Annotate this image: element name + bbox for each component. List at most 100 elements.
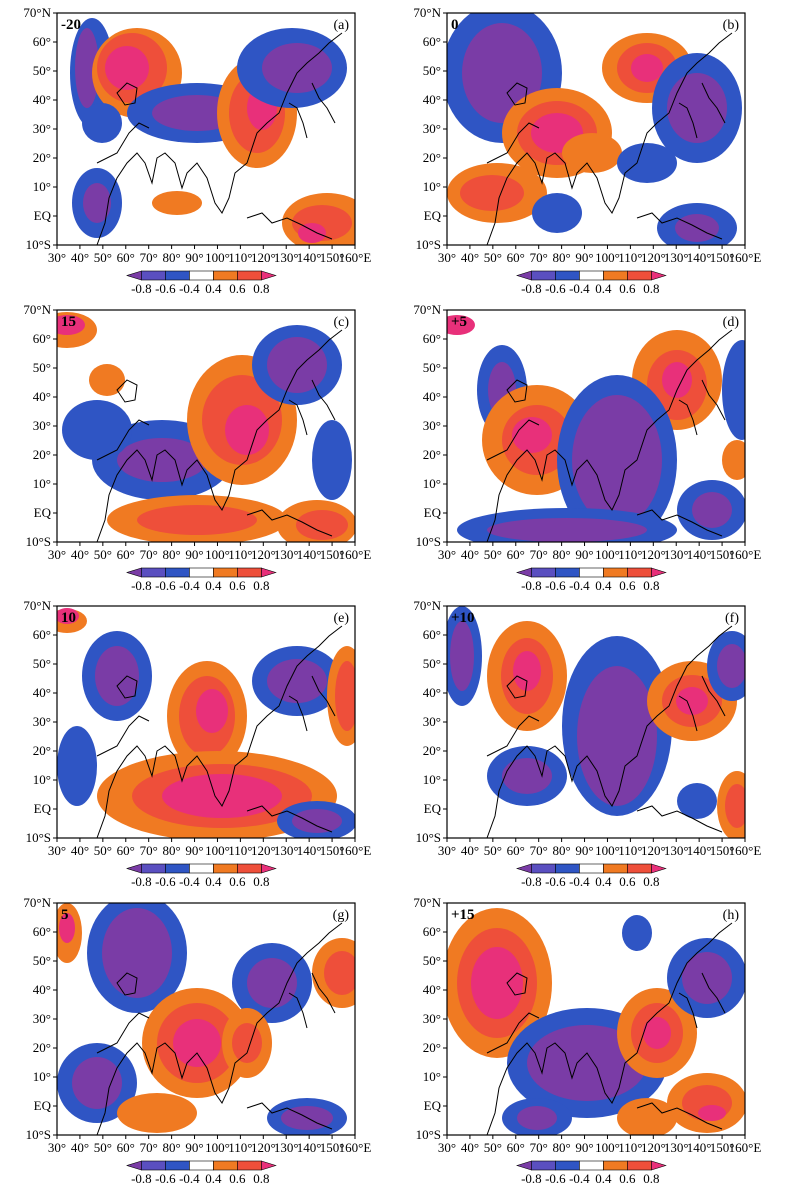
lon-tick-label: 90° (575, 250, 593, 265)
lat-tick-label: 10° (33, 1069, 51, 1084)
lat-tick-label: 10° (423, 1069, 441, 1084)
shaded-region (677, 783, 717, 819)
colorbar-swatch (579, 270, 604, 281)
lat-tick-label: 10°S (26, 1127, 51, 1142)
shaded-region (232, 1023, 262, 1063)
colorbar-label: 0.8 (643, 281, 659, 296)
lon-tick-label: 70° (530, 1140, 548, 1155)
shaded-region (577, 666, 657, 806)
lat-tick-label: 40° (423, 92, 441, 107)
lon-tick-label: 70° (140, 843, 158, 858)
shaded-region (631, 54, 663, 82)
shaded-region (247, 958, 297, 1008)
colorbar-swatch (165, 1160, 190, 1171)
colorbar-label: 0.8 (253, 281, 269, 296)
coastline (96, 625, 343, 838)
lon-tick-label: 140° (687, 1140, 712, 1155)
lon-tick-label: 130° (664, 1140, 689, 1155)
shaded-region (117, 438, 207, 482)
lat-tick-label: 50° (423, 656, 441, 671)
shaded-region (72, 1057, 122, 1109)
lon-tick-label: 120° (251, 843, 276, 858)
shaded-region (682, 952, 732, 1004)
lon-tick-label: 90° (575, 547, 593, 562)
map-svg: 30° 40° 50° 60° 70° 80° 90° 100°110°120°130°140… (413, 598, 761, 889)
lat-tick-label: 20° (423, 150, 441, 165)
lon-tick-label: 90° (185, 547, 203, 562)
lon-tick-label: 150° (710, 547, 735, 562)
colorbar-label: 0.6 (619, 874, 636, 889)
map-panel-h: 30° 40° 50° 60° 70° 80° 90° 100° 110° 120° 130° 140… (405, 895, 761, 1186)
lon-tick-label: 120° (641, 547, 666, 562)
colorbar-swatch (189, 567, 214, 578)
lon-tick-label: 160°E (339, 1140, 372, 1155)
lon-tick-label: 40° (461, 250, 479, 265)
map-panel-a: 30° 40° 50° 60° 70° 80° 90° 100° 110° 120° 130° 140… (15, 5, 371, 296)
lat-tick-label: 10° (33, 772, 51, 787)
lat-tick-label: 40° (423, 389, 441, 404)
colorbar-label: 0.6 (229, 578, 246, 593)
shaded-region (725, 784, 745, 828)
lon-tick-label: 70° (530, 547, 548, 562)
colorbar-swatch (141, 1160, 166, 1171)
lag-label: +10 (451, 610, 475, 626)
shaded-region (59, 913, 75, 943)
lag-label: 10 (61, 610, 76, 626)
colorbar-label: -0.6 (545, 1171, 566, 1186)
lon-tick-label: 100° (595, 547, 620, 562)
lon-tick-label: 30° (48, 843, 66, 858)
lat-tick-label: 40° (33, 982, 51, 997)
colorbar-label: 0.4 (595, 1171, 612, 1186)
lon-tick-label: 160°E (339, 547, 372, 562)
map-panel-b: 30° 40° 50° 60° 70° 80° 90° 100° 110° 120° 130° 140… (405, 5, 761, 296)
colorbar-label: 0.6 (229, 1171, 246, 1186)
shaded-region (57, 608, 79, 624)
lon-tick-label: 150° (320, 1140, 345, 1155)
colorbar-swatch (531, 567, 556, 578)
lon-tick-label: 30° (438, 250, 456, 265)
colorbar: -0.8 -0.6 -0.4 0.4 0.6 0.8 (125, 567, 277, 593)
lat-tick-label: 50° (423, 360, 441, 375)
colorbar-label: 0.4 (595, 874, 612, 889)
lat-tick-label: 60° (33, 331, 51, 346)
lon-tick-label: 160°E (339, 250, 372, 265)
map-svg: 30° 40° 50° 60° 70° 80° 90° 100°110°120°130°140… (23, 302, 371, 593)
colorbar-swatch (189, 1160, 214, 1171)
lat-tick-label: 50° (33, 360, 51, 375)
coastline (486, 329, 733, 542)
lon-tick-label: 120° (251, 250, 276, 265)
lat-tick-label: 60° (33, 924, 51, 939)
lon-tick-label: 160°E (729, 547, 762, 562)
lon-tick-label: 150° (320, 843, 345, 858)
lon-tick-label: 50° (94, 843, 112, 858)
shaded-region (617, 143, 677, 183)
colorbar-swatch (165, 567, 190, 578)
shaded-region (173, 1019, 221, 1067)
panel-tag: (e) (333, 611, 349, 626)
shaded-region (722, 340, 745, 440)
lat-tick-label: 40° (33, 92, 51, 107)
shaded-region (296, 510, 348, 540)
lag-label: -20 (61, 17, 81, 33)
shaded-region (57, 315, 85, 335)
shaded-region (487, 518, 647, 542)
colorbar-swatch (531, 1160, 556, 1171)
lat-tick-label: EQ (424, 801, 442, 816)
lon-tick-label: 160°E (729, 1140, 762, 1155)
lat-tick-label: 70°N (413, 598, 441, 613)
map-panel-c: 30° 40° 50° 60° 70° 80° 90° 100° 110° 120° 130° 140… (15, 302, 371, 593)
colorbar-swatch (237, 863, 262, 874)
shaded-region (262, 43, 332, 93)
colorbar-swatch (579, 1160, 604, 1171)
shaded-region (643, 1017, 671, 1049)
lat-tick-label: 10°S (26, 237, 51, 252)
colorbar-swatch (237, 270, 262, 281)
shaded-region (267, 337, 327, 393)
colorbar-label: 0.8 (253, 874, 269, 889)
colorbar-swatch (213, 270, 238, 281)
lon-tick-label: 40° (71, 843, 89, 858)
shaded-region (447, 315, 475, 335)
lon-tick-label: 50° (484, 547, 502, 562)
lon-tick-label: 100° (205, 843, 230, 858)
colorbar-label: -0.4 (569, 874, 590, 889)
